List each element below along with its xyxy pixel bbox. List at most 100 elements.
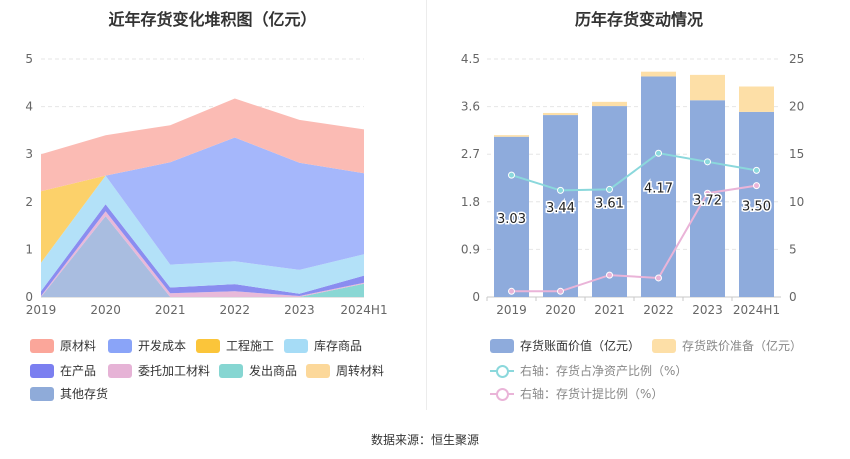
- bar-book-value: [592, 106, 627, 298]
- legend-swatch: [490, 364, 514, 378]
- left-legend-item[interactable]: 原材料: [30, 337, 96, 354]
- bar-book-value: [739, 111, 774, 297]
- legend-label: 库存商品: [314, 339, 363, 353]
- right-y2-tick: 20: [789, 100, 804, 114]
- legend-label: 其他存货: [60, 387, 109, 401]
- legend-swatch: [490, 387, 514, 401]
- right-chart-title: 历年存货变动情况: [574, 10, 703, 29]
- legend-label: 右轴：存货占净资产比例（%）: [520, 364, 688, 378]
- bar-impairment: [592, 101, 627, 107]
- legend-label: 在产品: [60, 364, 97, 378]
- right-y2-tick: 25: [789, 52, 804, 66]
- point-inventory-ratio: [606, 185, 613, 193]
- left-legend-item[interactable]: 周转材料: [306, 362, 384, 379]
- area-series-委托加工材料: [41, 211, 364, 297]
- left-y-tick: 1: [25, 242, 33, 256]
- bar-impairment: [543, 112, 578, 116]
- right-y2-tick: 10: [789, 195, 804, 209]
- legend-swatch: [30, 386, 54, 401]
- right-x-tick: 2022: [643, 303, 674, 317]
- right-x-tick: 2019: [496, 303, 527, 317]
- bar-book-value: [690, 100, 725, 298]
- left-x-tick: 2019: [26, 303, 57, 317]
- left-x-tick: 2022: [220, 303, 251, 317]
- bar-data-label: 3.44: [546, 201, 575, 216]
- legend-label: 存货账面价值（亿元）: [520, 339, 641, 353]
- legend-label: 工程施工: [226, 339, 275, 353]
- left-y-tick: 5: [25, 52, 33, 66]
- point-provision-ratio: [704, 189, 711, 197]
- legend-label: 发出商品: [249, 364, 298, 378]
- bar-book-value: [641, 76, 676, 297]
- point-provision-ratio: [557, 287, 564, 295]
- right-y2-tick: 0: [789, 290, 797, 304]
- legend-swatch: [30, 338, 54, 353]
- point-inventory-ratio: [655, 149, 662, 157]
- left-y-tick: 2: [25, 195, 33, 209]
- legend-label: 存货跌价准备（亿元）: [682, 339, 803, 353]
- bar-data-label: 3.72: [693, 194, 722, 209]
- left-legend-item[interactable]: 在产品: [30, 362, 96, 379]
- left-x-tick: 2023: [284, 303, 315, 317]
- bar-book-value: [494, 136, 529, 297]
- left-y-tick: 3: [25, 147, 33, 161]
- left-x-tick: 2024H1: [340, 303, 387, 317]
- legend-swatch: [219, 363, 243, 378]
- bar-book-value: [543, 115, 578, 297]
- right-x-tick: 2020: [545, 303, 576, 317]
- point-provision-ratio: [508, 287, 515, 295]
- legend-label: 委托加工材料: [138, 364, 211, 378]
- area-series-原材料: [41, 98, 364, 192]
- line-provision-ratio: [511, 184, 757, 293]
- left-y-tick: 0: [25, 290, 33, 304]
- right-y-tick: 0: [472, 290, 480, 304]
- left-legend-item[interactable]: 委托加工材料: [108, 362, 210, 379]
- panel-divider: [426, 0, 427, 410]
- legend-swatch: [108, 338, 132, 353]
- left-legend-item[interactable]: 其他存货: [30, 385, 108, 402]
- right-y-tick: 1.8: [461, 195, 480, 209]
- bar-impairment: [739, 86, 774, 112]
- left-x-tick: 2021: [155, 303, 186, 317]
- right-legend-item[interactable]: 存货账面价值（亿元）: [490, 337, 640, 354]
- legend-label: 原材料: [60, 339, 97, 353]
- bar-data-label: 4.17: [644, 182, 673, 197]
- point-inventory-ratio: [508, 171, 515, 179]
- legend-swatch: [108, 363, 132, 378]
- point-provision-ratio: [753, 182, 760, 190]
- point-provision-ratio: [655, 274, 662, 282]
- bar-data-label: 3.50: [742, 199, 771, 214]
- area-series-开发成本: [41, 137, 364, 270]
- right-legend-item[interactable]: 右轴：存货占净资产比例（%）: [490, 362, 687, 379]
- left-chart-title: 近年存货变化堆积图（亿元）: [108, 10, 317, 29]
- point-inventory-ratio: [557, 186, 564, 194]
- left-legend-item[interactable]: 发出商品: [219, 362, 297, 379]
- right-x-tick: 2021: [594, 303, 625, 317]
- legend-label: 开发成本: [138, 339, 187, 353]
- area-series-库存商品: [41, 175, 364, 294]
- right-y2-tick: 5: [789, 242, 797, 256]
- line-inventory-ratio: [511, 152, 757, 192]
- bar-data-label: 3.03: [497, 212, 526, 227]
- bar-data-label: 3.61: [595, 197, 624, 212]
- charts-canvas: 0 1 2 3 4 5 2019 2020 2021 2022 2023 2024H1 0 0.9 1.8 2…: [25, 52, 804, 317]
- legend-label: 右轴：存货计提比例（%）: [520, 387, 664, 401]
- right-legend-item[interactable]: 右轴：存货计提比例（%）: [490, 385, 663, 402]
- right-legend-item[interactable]: 存货跌价准备（亿元）: [652, 337, 802, 354]
- left-legend-item[interactable]: 工程施工: [196, 337, 274, 354]
- bar-impairment: [494, 135, 529, 137]
- point-provision-ratio: [606, 271, 613, 279]
- bar-impairment: [690, 74, 725, 101]
- left-y-tick: 4: [25, 100, 33, 114]
- point-inventory-ratio: [753, 166, 760, 174]
- legend-swatch: [652, 338, 676, 353]
- legend-swatch: [306, 363, 330, 378]
- right-x-tick: 2023: [692, 303, 723, 317]
- data-source-note: 数据来源：恒生聚源: [370, 433, 479, 447]
- left-legend-item[interactable]: 库存商品: [284, 337, 362, 354]
- left-legend-item[interactable]: 开发成本: [108, 337, 186, 354]
- point-inventory-ratio: [704, 158, 711, 166]
- bar-impairment: [641, 71, 676, 77]
- right-y-tick: 2.7: [461, 147, 480, 161]
- area-series-在产品: [41, 204, 364, 296]
